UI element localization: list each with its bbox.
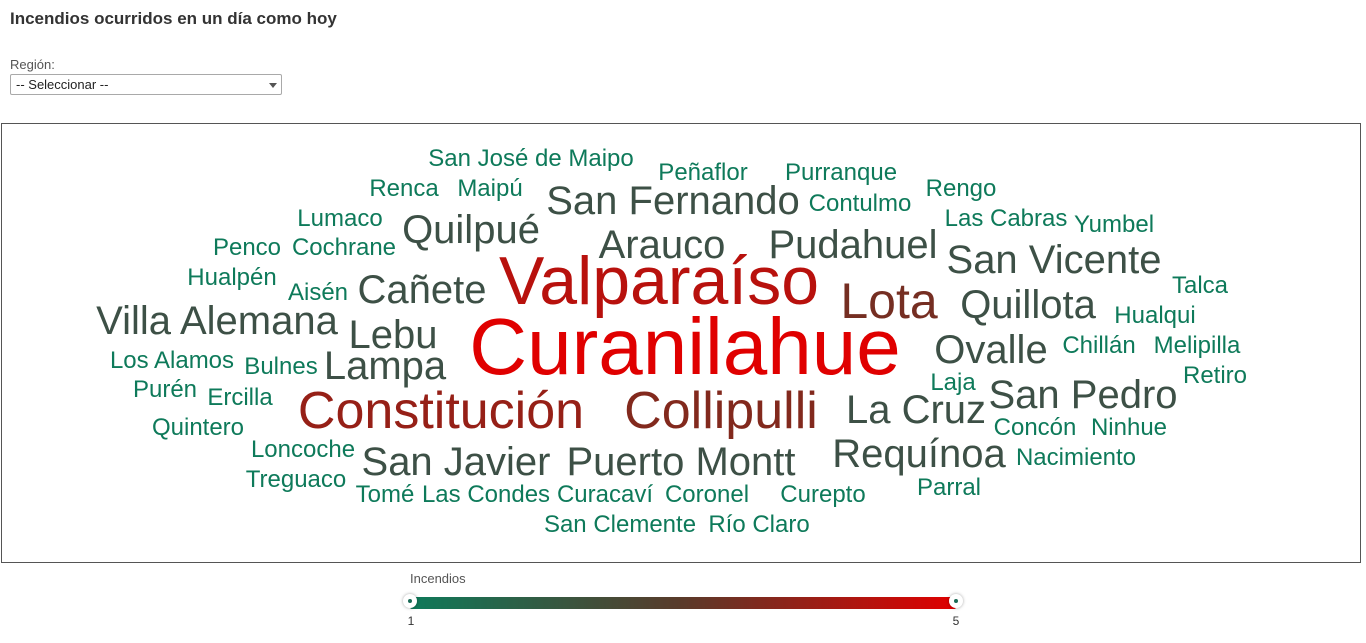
cloud-word[interactable]: San Clemente [543, 511, 697, 538]
cloud-word[interactable]: Collipulli [624, 382, 818, 440]
cloud-word[interactable]: Yumbel [1073, 211, 1155, 238]
cloud-word[interactable]: Las Condes [421, 481, 551, 508]
cloud-word[interactable]: San José de Maipo [428, 145, 634, 172]
cloud-word[interactable]: Aisén [287, 279, 349, 306]
cloud-word[interactable]: Talca [1171, 272, 1229, 299]
cloud-word[interactable]: Contulmo [808, 190, 912, 217]
cloud-word[interactable]: Nacimiento [1015, 444, 1137, 471]
cloud-word[interactable]: Curanilahue [469, 302, 901, 391]
cloud-word[interactable]: Retiro [1182, 362, 1248, 389]
cloud-word[interactable]: Los Alamos [109, 347, 235, 374]
cloud-word[interactable]: Curepto [780, 481, 866, 508]
cloud-word[interactable]: Concón [993, 414, 1077, 441]
cloud-word[interactable]: Lota [840, 273, 938, 329]
cloud-word[interactable]: San Fernando [546, 179, 800, 223]
cloud-word[interactable]: Villa Alemana [96, 299, 338, 343]
cloud-word[interactable]: Chillán [1062, 332, 1136, 359]
cloud-word[interactable]: Cochrane [291, 234, 397, 261]
page-title: Incendios ocurridos en un día como hoy [10, 9, 337, 28]
cloud-word[interactable]: Pudahuel [768, 223, 938, 267]
cloud-word[interactable]: Requínoa [832, 432, 1006, 476]
cloud-word[interactable]: Puerto Montt [566, 440, 796, 484]
cloud-word[interactable]: Constitución [297, 382, 585, 440]
cloud-word[interactable]: Curacaví [556, 481, 654, 508]
cloud-word[interactable]: Arauco [598, 223, 726, 267]
cloud-word[interactable]: Quintero [151, 414, 245, 441]
cloud-word[interactable]: Tomé [355, 481, 415, 508]
cloud-word[interactable]: Melipilla [1153, 332, 1241, 359]
cloud-word[interactable]: Bulnes [244, 353, 318, 380]
cloud-word[interactable]: Ninhue [1090, 414, 1168, 441]
cloud-word[interactable]: Renca [369, 175, 439, 202]
cloud-word[interactable]: Valparaíso [498, 243, 820, 319]
legend-max-handle[interactable] [949, 594, 963, 608]
legend-max-label: 5 [952, 614, 960, 628]
cloud-word[interactable]: Purén [132, 376, 198, 403]
legend-min-label: 1 [407, 614, 415, 628]
cloud-word[interactable]: Parral [916, 474, 982, 501]
cloud-word[interactable]: San Javier [361, 440, 551, 484]
region-select[interactable]: -- Seleccionar -- [10, 74, 282, 95]
legend-min-handle[interactable] [403, 594, 417, 608]
region-select-value: -- Seleccionar -- [16, 77, 109, 92]
cloud-word[interactable]: Coronel [664, 481, 750, 508]
cloud-word[interactable]: San Pedro [988, 373, 1178, 417]
cloud-word[interactable]: Maipú [457, 175, 523, 202]
cloud-word[interactable]: Hualqui [1114, 302, 1196, 329]
cloud-word[interactable]: Rengo [925, 175, 997, 202]
cloud-word[interactable]: Lumaco [297, 205, 383, 232]
chevron-down-icon [269, 83, 277, 88]
cloud-word[interactable]: Ovalle [934, 328, 1048, 372]
cloud-word[interactable]: Treguaco [245, 466, 347, 493]
cloud-word[interactable]: Quilpué [402, 208, 540, 252]
cloud-word[interactable]: Lebu [348, 313, 438, 357]
cloud-word[interactable]: Hualpén [187, 264, 277, 291]
cloud-word[interactable]: Purranque [784, 159, 898, 186]
cloud-word[interactable]: Ercilla [207, 384, 273, 411]
cloud-word[interactable]: La Cruz [845, 388, 987, 432]
legend-color-bar [410, 597, 956, 609]
cloud-word[interactable]: Río Claro [708, 511, 810, 538]
cloud-word[interactable]: Loncoche [250, 436, 356, 463]
legend-title: Incendios [410, 571, 466, 586]
cloud-word[interactable]: Cañete [357, 268, 487, 312]
cloud-word[interactable]: San Vicente [946, 238, 1162, 282]
cloud-word[interactable]: Quillota [960, 283, 1096, 327]
cloud-word[interactable]: Peñaflor [658, 159, 748, 186]
cloud-word[interactable]: Penco [212, 234, 282, 261]
region-filter-label: Región: [10, 57, 55, 72]
cloud-word[interactable]: Laja [930, 369, 976, 396]
cloud-word[interactable]: Lampa [323, 344, 447, 388]
cloud-word[interactable]: Las Cabras [944, 205, 1068, 232]
word-cloud: Curanilahue Valparaíso Constitución Collipu… [1, 123, 1361, 563]
